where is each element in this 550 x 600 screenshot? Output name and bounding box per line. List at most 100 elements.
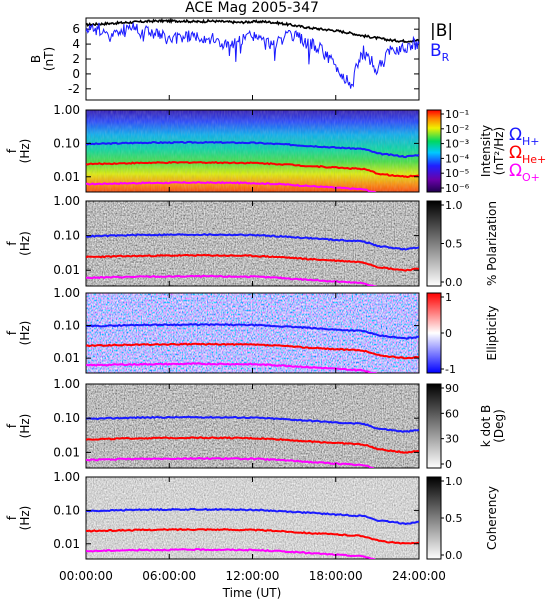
ytick-label: 0 <box>72 67 80 81</box>
ytick-label: 0.01 <box>53 445 80 459</box>
spectro-panel-coherency: 1.00 0.10 0.01 f(Hz) 1.0 0.5 0.0 Coherency <box>5 470 499 562</box>
spectrogram-panels: 1.000.100.01f(Hz)10⁻¹10⁻²10⁻³10⁻⁴10⁻⁵10⁻… <box>5 103 506 562</box>
colorbar-tick-label: 0.0 <box>445 549 463 562</box>
x-axis-label: Time (UT) <box>222 586 282 600</box>
colorbar <box>426 292 442 374</box>
legend-b-r: BR <box>430 41 450 64</box>
ytick-label: 0.01 <box>53 351 80 365</box>
colorbar-tick-label: 10⁻⁶ <box>445 182 470 195</box>
colorbar-title: Intensity(nT²/Hz) <box>479 125 506 177</box>
freq-ylabel: f(Hz) <box>5 321 32 346</box>
ytick-label: 6 <box>72 22 80 36</box>
gyro-line-h <box>86 140 419 159</box>
ytick-label: 0.10 <box>53 229 80 243</box>
colorbar-tick-label: 0 <box>445 458 452 471</box>
spectrogram-image <box>86 201 419 286</box>
spectrogram-image <box>86 293 419 373</box>
series-line-b-r <box>86 22 419 89</box>
colorbar <box>426 109 442 193</box>
gyro-line-o <box>86 456 376 468</box>
colorbar-tick-label: 90 <box>445 382 459 395</box>
ytick-label: 0.01 <box>53 537 80 551</box>
colorbar-tick-label: 0.5 <box>445 238 463 251</box>
gyro-line-he <box>86 528 419 545</box>
colorbar-tick-label: 10⁻² <box>445 123 469 136</box>
ytick-label: 1.00 <box>53 470 80 484</box>
legend-omega-h: ΩH+ <box>509 125 540 148</box>
colorbar-tick-label: 30 <box>445 433 459 446</box>
colorbar <box>426 476 442 560</box>
gyro-line-h <box>86 415 419 433</box>
gyro-legend: ΩH+ ΩHe+ ΩO+ <box>509 125 546 184</box>
ytick-label: 0.01 <box>53 170 80 184</box>
colorbar-tick-label: 0.0 <box>445 276 463 289</box>
time-tick-label: 18:00:00 <box>309 569 363 583</box>
colorbar-tick-label: 10⁻³ <box>445 138 469 151</box>
spectrogram-texture <box>86 110 419 192</box>
time-axis: 00:00:00 06:00:00 12:00:00 18:00:00 24:00:00 <box>59 569 446 583</box>
gyro-line-o <box>86 362 378 373</box>
figure-title: ACE Mag 2005-347 <box>185 0 319 16</box>
gyro-line-h <box>86 233 419 251</box>
freq-ylabel: f(Hz) <box>5 139 32 164</box>
legend-omega-he: ΩHe+ <box>509 143 546 166</box>
gyro-line-o <box>86 181 377 192</box>
colorbar-title: k dot B(Deg) <box>479 405 506 447</box>
gyro-line-he <box>86 253 419 272</box>
ytick-label: 1.00 <box>53 194 80 208</box>
colorbar-tick-label: 10⁻⁴ <box>445 152 470 165</box>
line-panel-ylabel: B(nT) <box>29 47 56 71</box>
colorbar-title: Coherency <box>485 486 499 550</box>
ytick-label: 0.10 <box>53 136 80 150</box>
freq-ylabel: f(Hz) <box>5 414 32 439</box>
spectrogram-image <box>86 384 419 468</box>
gyro-line-he <box>86 436 419 454</box>
legend-b-total: |B| <box>430 21 453 41</box>
ytick-label: 1.00 <box>53 286 80 300</box>
colorbar-tick-label: 1.0 <box>445 475 463 488</box>
colorbar <box>426 200 442 287</box>
spectro-panel-k-dot-b: 1.00 0.10 0.01 f(Hz) 90 60 30 0 k dot B(Deg) <box>5 377 506 471</box>
legend-omega-o: ΩO+ <box>509 161 540 184</box>
colorbar-tick-label: -1 <box>445 363 456 376</box>
colorbar-tick-label: 10⁻⁵ <box>445 167 469 180</box>
series-line-b-total <box>86 18 419 44</box>
freq-ylabel: f(Hz) <box>5 506 32 531</box>
ytick-label: 0.01 <box>53 263 80 277</box>
gyro-line-he <box>86 342 419 360</box>
spectro-panel-ellipticity: 1.00 0.10 0.01 f(Hz) 1 0 -1 Ellipticity <box>5 286 499 376</box>
time-tick-label: 06:00:00 <box>142 569 196 583</box>
colorbar-tick-label: 1.0 <box>445 199 463 212</box>
time-tick-label: 12:00:00 <box>226 569 280 583</box>
colorbar-tick-label: 1 <box>445 291 452 304</box>
colorbar-tick-label: 0.5 <box>445 512 463 525</box>
colorbar-title: Ellipticity <box>485 306 499 361</box>
ytick-label: 1.00 <box>53 103 80 117</box>
gyro-line-h <box>86 507 419 526</box>
ytick-label: 0.10 <box>53 319 80 333</box>
ytick-label: 0.10 <box>53 411 80 425</box>
spectro-panel-intensity: 1.00 0.10 0.01 f(Hz) 10⁻¹ 10⁻² 10⁻³10⁻⁴ 10⁻⁵ 10⁻… <box>5 103 506 195</box>
ytick-label: 0.10 <box>53 503 80 517</box>
spectrogram-image <box>86 477 419 559</box>
gyro-line-o <box>86 547 376 559</box>
gyro-line-he <box>86 160 419 179</box>
gyro-line-o <box>86 274 378 286</box>
gyro-line-h <box>86 323 419 340</box>
ytick-label: -2 <box>68 82 80 96</box>
b-legend: |B| BR <box>430 21 453 64</box>
colorbar-tick-label: 0 <box>445 327 452 340</box>
ytick-label: 1.00 <box>53 377 80 391</box>
colorbar <box>426 383 442 469</box>
time-tick-label: 24:00:00 <box>392 569 446 583</box>
ytick-label: 4 <box>72 37 80 51</box>
colorbar-tick-label: 60 <box>445 407 459 420</box>
colorbar-tick-label: 10⁻¹ <box>445 108 469 121</box>
spectro-panel-polarization: 1.00 0.10 0.01 f(Hz) 1.0 0.5 0.0 % Polarization <box>5 194 499 289</box>
freq-ylabel: f(Hz) <box>5 231 32 256</box>
colorbar-title: % Polarization <box>485 201 499 286</box>
ytick-label: 2 <box>72 52 80 66</box>
time-tick-label: 00:00:00 <box>59 569 113 583</box>
